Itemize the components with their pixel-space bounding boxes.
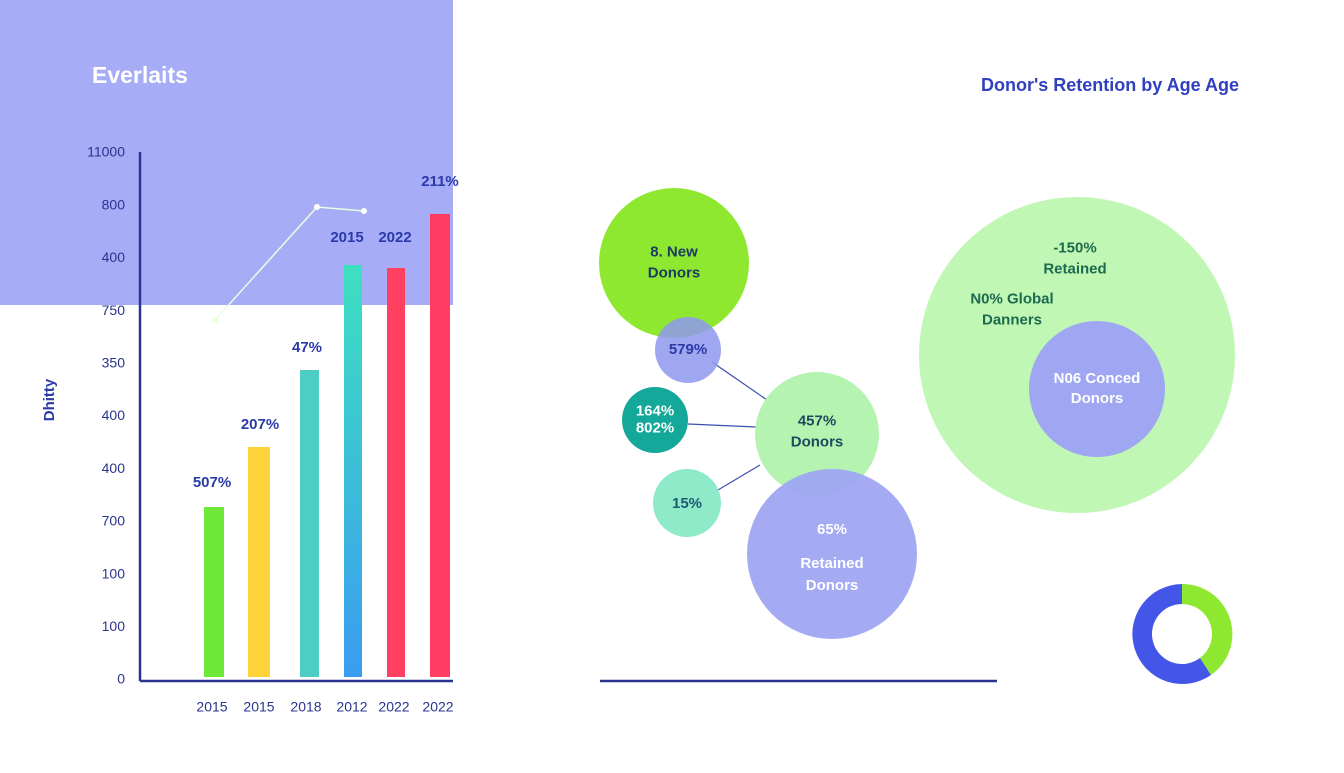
x-tick-label: 2022 bbox=[422, 699, 453, 715]
bar-label: 47% bbox=[292, 339, 322, 356]
bar bbox=[430, 214, 450, 677]
point bbox=[361, 208, 367, 214]
bar-label: 207% bbox=[241, 416, 279, 433]
connector bbox=[711, 361, 771, 403]
bubble-label: Donors bbox=[806, 577, 859, 594]
bubble-label: 579% bbox=[669, 341, 707, 358]
x-tick-label: 2012 bbox=[336, 699, 367, 715]
y-tick-label: 11000 bbox=[87, 144, 125, 160]
bubble bbox=[599, 188, 749, 338]
bubble-label: 15% bbox=[672, 495, 702, 512]
x-tick-label: 2015 bbox=[196, 699, 227, 715]
bar-label: 2022 bbox=[378, 229, 411, 246]
bubble-label: Retained bbox=[800, 555, 863, 572]
bubble-label: 457% bbox=[798, 412, 836, 429]
bar-label: 211% bbox=[421, 173, 459, 190]
header-panel bbox=[0, 0, 453, 305]
bubble-label: Donors bbox=[1071, 390, 1124, 407]
y-tick-label: 0 bbox=[117, 671, 125, 687]
y-tick-label: 400 bbox=[102, 460, 126, 476]
bar bbox=[387, 268, 405, 677]
y-tick-label: 700 bbox=[102, 513, 126, 529]
bubble bbox=[622, 387, 688, 453]
bubble-label: Retained bbox=[1043, 260, 1106, 277]
donut-segment bbox=[1182, 583, 1233, 675]
point bbox=[314, 204, 320, 210]
bubble bbox=[653, 469, 721, 537]
connector bbox=[717, 464, 761, 491]
x-tick-label: 2018 bbox=[290, 699, 321, 715]
y-tick-label: 400 bbox=[102, 249, 126, 265]
bubble bbox=[755, 372, 879, 496]
bubble-label: N0% Global bbox=[970, 290, 1053, 307]
axis-label: Dhitty bbox=[41, 378, 58, 421]
y-tick-label: 400 bbox=[102, 407, 126, 423]
bubble bbox=[747, 469, 917, 639]
bar bbox=[204, 507, 224, 677]
bubble-label: 65% bbox=[817, 521, 847, 538]
bubble-label: Donors bbox=[791, 433, 844, 450]
bubble-label: 164% bbox=[636, 402, 674, 419]
x-tick-label: 2015 bbox=[243, 699, 274, 715]
x-tick-label: 2022 bbox=[378, 699, 409, 715]
bubble-label: Donors bbox=[648, 264, 701, 281]
y-tick-label: 350 bbox=[102, 355, 126, 371]
donut-segment bbox=[1132, 584, 1211, 684]
bubble bbox=[1029, 321, 1165, 457]
bubble-label: -150% bbox=[1053, 239, 1096, 256]
bubble-label: N06 Conced bbox=[1054, 370, 1141, 387]
connector bbox=[687, 423, 757, 428]
bar bbox=[300, 370, 319, 677]
right-title: Donor's Retention by Age Age bbox=[981, 75, 1239, 95]
y-tick-label: 750 bbox=[102, 302, 126, 318]
bar-label: 2015 bbox=[330, 229, 363, 246]
y-tick-label: 100 bbox=[102, 565, 126, 581]
bar bbox=[344, 265, 362, 677]
bubble bbox=[655, 317, 721, 383]
point bbox=[212, 317, 218, 323]
bubble-label: Danners bbox=[982, 311, 1042, 328]
bar-label: 507% bbox=[193, 474, 231, 491]
bubble-label: 8. New bbox=[650, 243, 698, 260]
bubble-label: 802% bbox=[636, 419, 674, 436]
y-tick-label: 100 bbox=[102, 618, 126, 634]
y-tick-label: 800 bbox=[102, 196, 126, 212]
left-title: Everlaits bbox=[92, 62, 188, 88]
bar bbox=[248, 447, 270, 677]
